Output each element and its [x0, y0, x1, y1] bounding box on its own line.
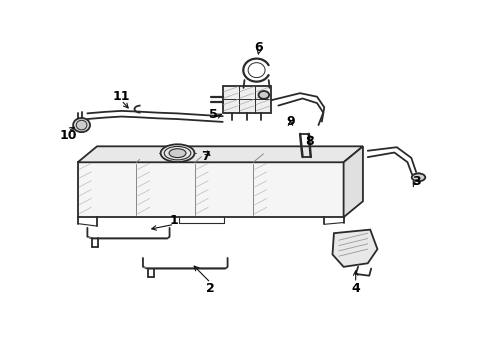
Ellipse shape [411, 174, 425, 181]
Text: 8: 8 [305, 135, 313, 148]
Ellipse shape [160, 144, 194, 162]
Ellipse shape [258, 91, 268, 99]
Text: 11: 11 [112, 90, 130, 103]
Text: 4: 4 [350, 282, 359, 294]
Text: 7: 7 [201, 150, 210, 163]
Polygon shape [343, 146, 362, 217]
Text: 10: 10 [59, 129, 77, 142]
Text: 6: 6 [254, 41, 263, 54]
Ellipse shape [73, 118, 90, 132]
Ellipse shape [76, 120, 87, 130]
Text: 3: 3 [411, 175, 420, 188]
Polygon shape [78, 162, 343, 217]
Ellipse shape [169, 149, 185, 158]
FancyBboxPatch shape [223, 86, 270, 113]
Text: 9: 9 [285, 115, 294, 128]
Text: 5: 5 [208, 108, 217, 121]
Text: 1: 1 [170, 214, 179, 227]
Text: 2: 2 [206, 282, 215, 294]
Polygon shape [332, 230, 377, 267]
Polygon shape [78, 146, 362, 162]
